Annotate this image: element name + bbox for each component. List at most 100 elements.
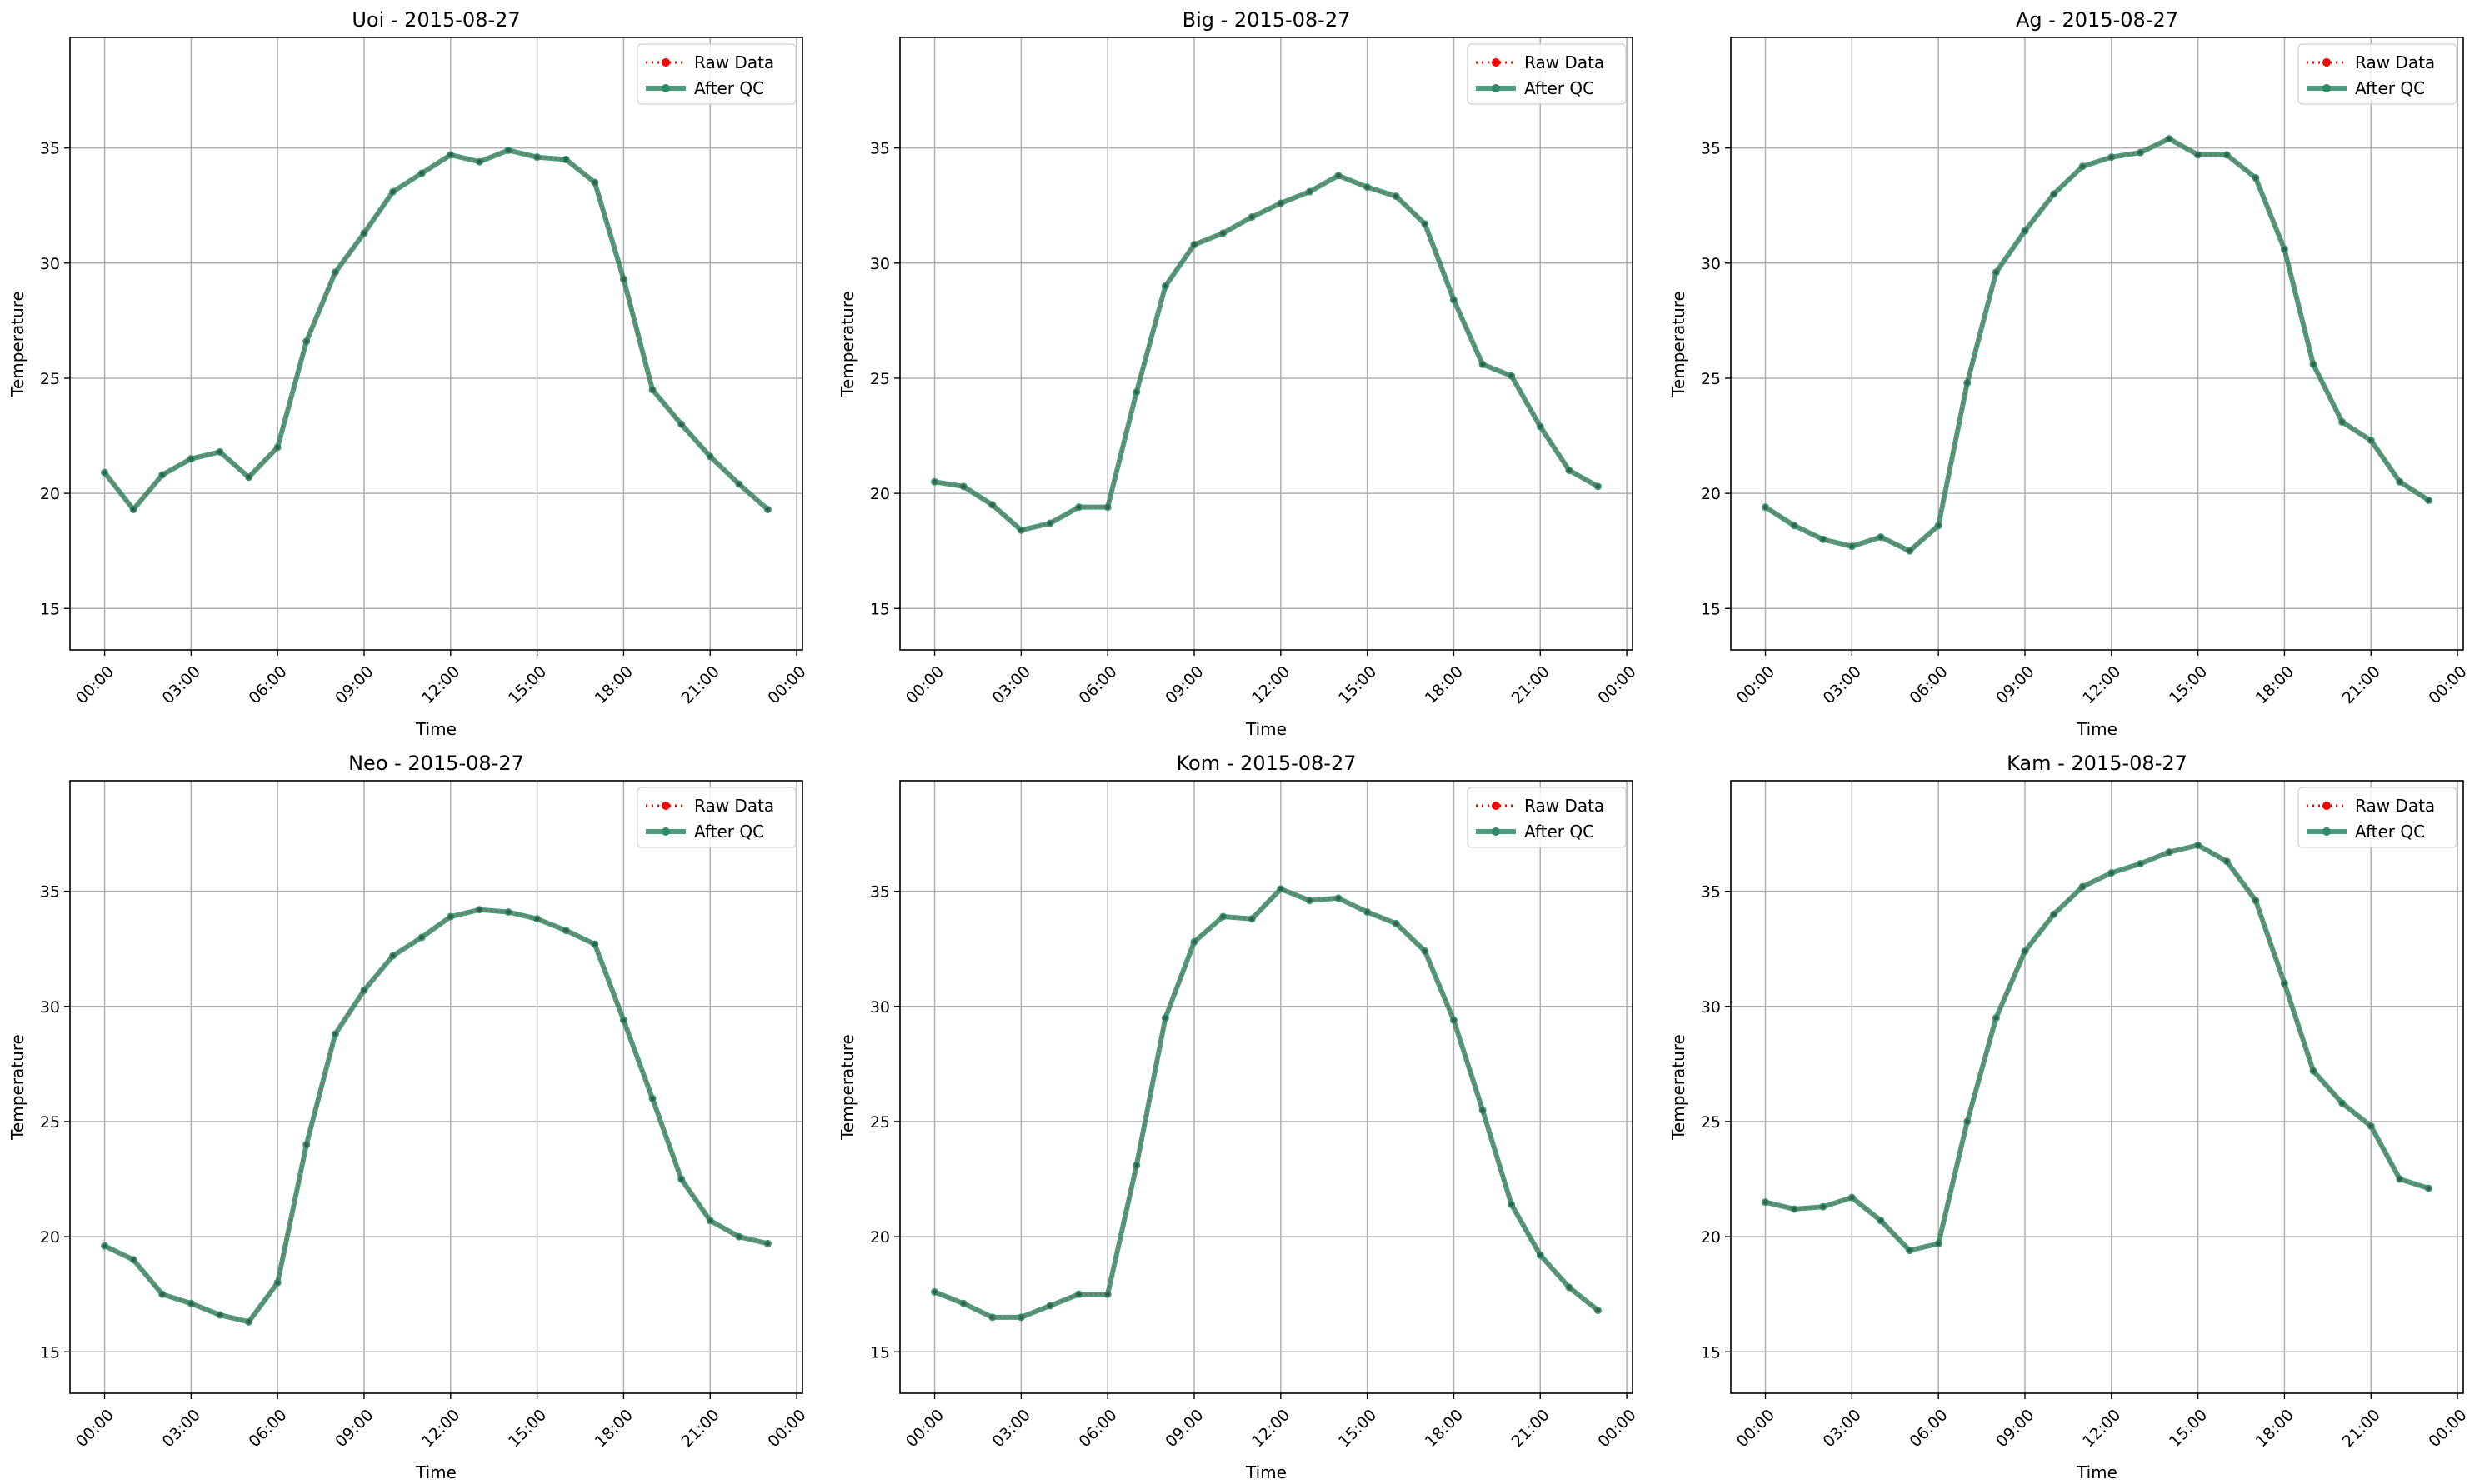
legend-raw-marker xyxy=(662,58,670,67)
x-tick-label: 03:00 xyxy=(1820,1406,1865,1451)
y-axis-label: Temperature xyxy=(838,1034,858,1141)
raw-point xyxy=(1595,484,1600,489)
raw-point xyxy=(1393,921,1398,926)
raw-point xyxy=(506,147,511,152)
raw-point xyxy=(506,910,511,914)
legend-raw-label: Raw Data xyxy=(1524,52,1604,72)
plot-frame xyxy=(1730,37,2464,651)
raw-point xyxy=(1018,1315,1023,1320)
y-axis-label: Temperature xyxy=(1668,1034,1688,1141)
raw-point xyxy=(990,502,995,507)
raw-point xyxy=(2196,152,2201,157)
legend-after-qc-marker xyxy=(662,84,670,92)
x-tick-label: 12:00 xyxy=(1248,1406,1293,1451)
legend-raw-marker xyxy=(2322,58,2331,67)
x-tick-label: 12:00 xyxy=(1248,662,1293,707)
raw-point xyxy=(765,507,770,512)
y-tick-label: 35 xyxy=(40,883,60,902)
y-tick-label: 35 xyxy=(1701,883,1721,902)
legend-after-qc-label: After QC xyxy=(1524,822,1594,842)
raw-point xyxy=(131,1257,136,1262)
raw-point xyxy=(708,1218,712,1223)
raw-point xyxy=(332,270,338,275)
raw-point xyxy=(1538,1252,1542,1257)
x-tick-label: 00:00 xyxy=(1594,662,1639,707)
raw-point xyxy=(218,449,222,454)
raw-point xyxy=(2138,150,2142,155)
raw-point xyxy=(2052,912,2057,917)
legend-after-qc-marker xyxy=(1492,827,1500,836)
legend-after-qc-marker xyxy=(1492,84,1500,92)
raw-point xyxy=(448,914,453,919)
x-tick-label: 00:00 xyxy=(1594,1406,1639,1451)
x-tick-label: 15:00 xyxy=(505,1406,550,1451)
raw-point xyxy=(1849,1195,1854,1200)
raw-point xyxy=(1221,914,1226,919)
raw-point xyxy=(2253,898,2258,903)
raw-point xyxy=(1422,222,1428,227)
raw-point xyxy=(650,1096,655,1101)
x-tick-label: 09:00 xyxy=(1162,662,1207,707)
legend-after-qc-label: After QC xyxy=(1524,78,1594,98)
subplot-2: Big - 2015-08-27 00:00 03:00 06:00 09:00 12:0… xyxy=(838,8,1640,739)
raw-point xyxy=(275,445,280,450)
raw-point xyxy=(419,171,424,176)
y-tick-label: 25 xyxy=(870,1113,890,1132)
raw-point xyxy=(1134,390,1139,395)
raw-point xyxy=(1538,424,1542,429)
raw-point xyxy=(332,1032,338,1037)
raw-point xyxy=(1221,231,1226,236)
legend-after-qc-label: After QC xyxy=(2355,78,2425,98)
raw-point xyxy=(708,454,712,459)
y-tick-label: 15 xyxy=(1701,600,1721,618)
raw-point xyxy=(1307,189,1312,194)
plot-frame xyxy=(69,37,803,651)
plot-frame xyxy=(1730,780,2464,1394)
legend-raw-label: Raw Data xyxy=(2355,796,2435,816)
x-tick-label: 18:00 xyxy=(1422,662,1467,707)
series-raw-line xyxy=(1764,137,2430,552)
raw-point xyxy=(2340,1101,2345,1106)
raw-point xyxy=(1821,537,1826,542)
raw-point xyxy=(1908,1248,1912,1253)
raw-point xyxy=(1936,1241,1941,1246)
series-raw-line xyxy=(103,149,769,512)
raw-point xyxy=(1792,1207,1797,1212)
raw-point xyxy=(1018,527,1023,532)
legend: Raw Data After QC xyxy=(2298,787,2458,848)
raw-point xyxy=(1908,548,1912,553)
plot-frame xyxy=(899,37,1633,651)
x-axis-label: Time xyxy=(2076,1462,2118,1482)
grid xyxy=(900,37,1632,650)
x-tick-label: 15:00 xyxy=(2166,662,2211,707)
grid xyxy=(1731,781,2463,1393)
raw-point xyxy=(362,987,367,992)
subplot-3: Ag - 2015-08-27 00:00 03:00 06:00 09:00 12:00… xyxy=(1668,8,2471,739)
raw-point xyxy=(2080,884,2085,889)
subplot-title: Big - 2015-08-27 xyxy=(1182,8,1351,32)
x-axis-label: Time xyxy=(2076,719,2118,739)
y-tick-label: 15 xyxy=(870,1343,890,1362)
raw-point xyxy=(419,935,424,940)
y-tick-label: 20 xyxy=(870,485,890,503)
series-after-qc-line xyxy=(103,907,769,1325)
y-tick-label: 25 xyxy=(40,1113,60,1132)
legend-after-qc-marker xyxy=(2322,84,2331,92)
raw-point xyxy=(448,152,453,157)
x-tick-label: 21:00 xyxy=(678,662,723,707)
series-after-qc-line xyxy=(934,172,1599,533)
x-axis-label: Time xyxy=(415,719,457,739)
legend-raw-label: Raw Data xyxy=(1524,796,1604,816)
raw-point xyxy=(304,1142,309,1147)
x-tick-label: 21:00 xyxy=(1508,662,1553,707)
raw-point xyxy=(1393,194,1398,199)
y-tick-label: 35 xyxy=(870,140,890,158)
raw-point xyxy=(2224,152,2229,157)
raw-point xyxy=(535,155,540,160)
raw-point xyxy=(1509,1202,1514,1207)
x-tick-label: 12:00 xyxy=(418,662,463,707)
raw-point xyxy=(1993,270,1998,275)
y-tick-label: 30 xyxy=(1701,998,1721,1017)
x-tick-label: 06:00 xyxy=(245,1406,290,1451)
